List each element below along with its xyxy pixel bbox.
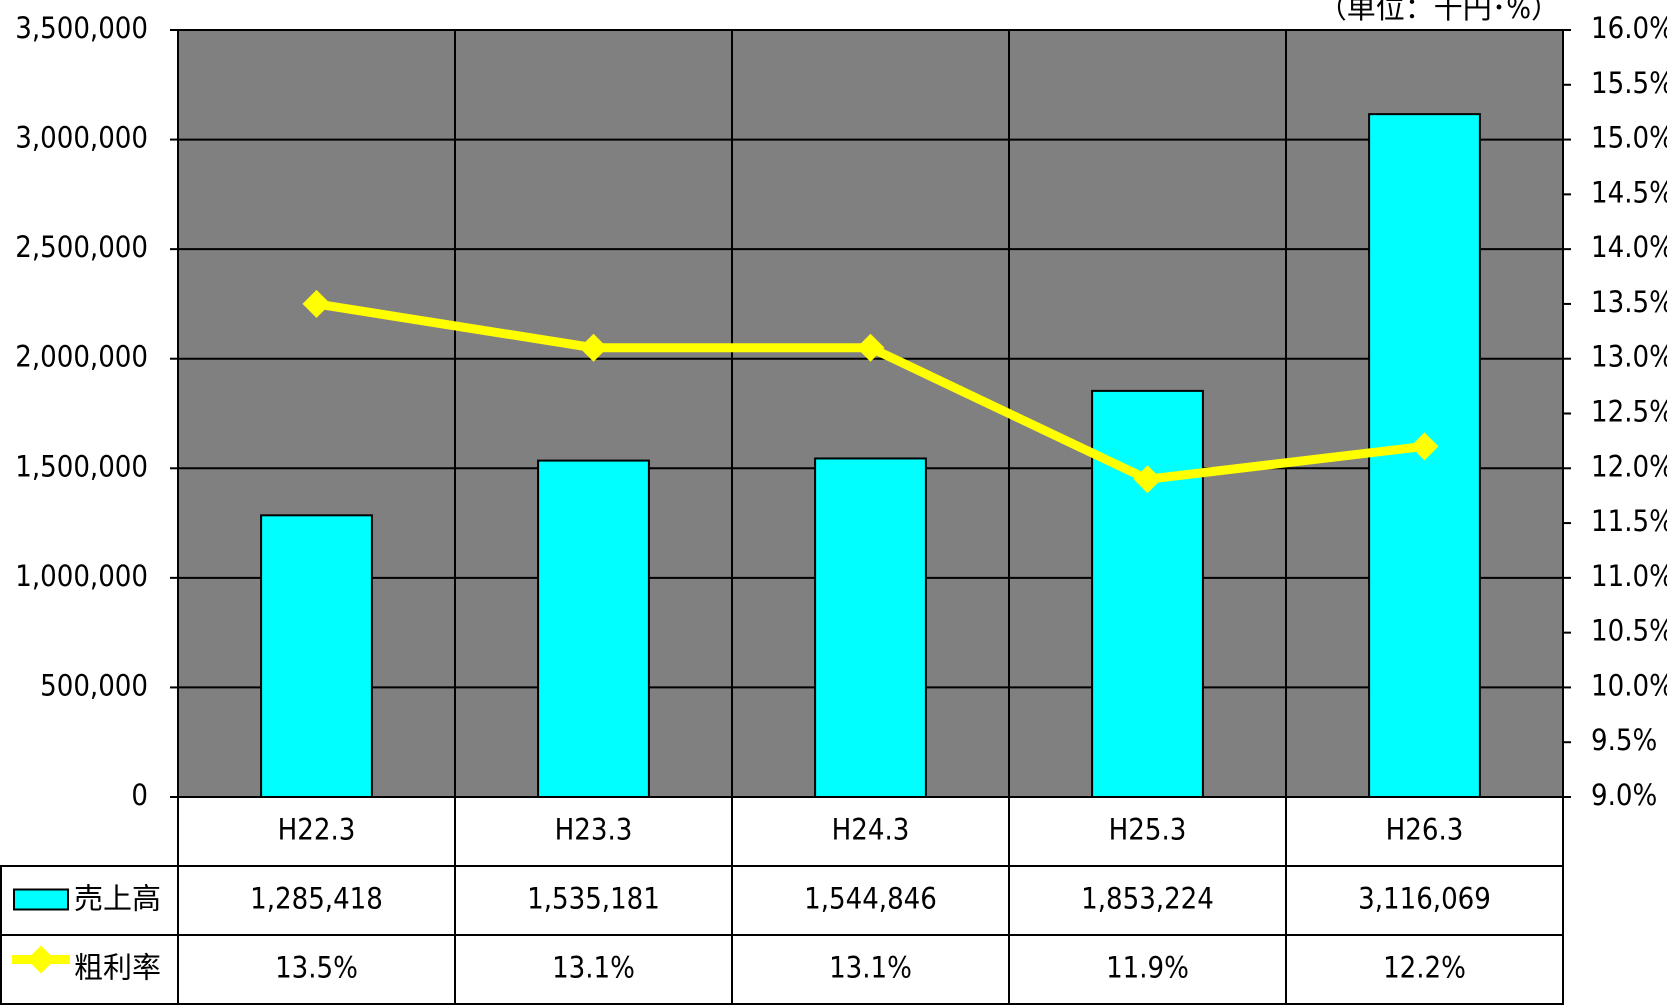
y-tick-label: 3,500,000 [15,11,148,45]
table-value: 13.5% [275,951,358,985]
y2-tick-label: 16.0% [1591,11,1667,45]
y2-tick-label: 15.5% [1591,66,1667,100]
x-tick-label: H24.3 [832,813,910,847]
y2-tick-label: 14.0% [1591,230,1667,264]
legend-label: 売上高 [74,882,161,916]
y-tick-label: 500,000 [40,668,148,702]
y2-tick-label: 13.5% [1591,285,1667,319]
legend-marker [27,945,55,974]
y2-tick-label: 11.0% [1591,559,1667,593]
x-tick-label: H26.3 [1386,813,1464,847]
table-value: 13.1% [829,951,912,985]
y2-tick-label: 13.0% [1591,340,1667,374]
bar [1091,389,1204,798]
table-value: 11.9% [1106,951,1189,985]
y2-tick-label: 15.0% [1591,121,1667,155]
y2-tick-label: 12.5% [1591,395,1667,429]
y2-tick-label: 10.0% [1591,668,1667,702]
x-tick-label: H22.3 [278,813,356,847]
y2-tick-label: 9.5% [1591,723,1657,757]
unit-annotation: （単位：千円･%） [1318,0,1560,25]
y-tick-label: 3,000,000 [15,121,148,155]
table-value: 3,116,069 [1358,882,1491,916]
x-tick-label: H23.3 [555,813,633,847]
legend-label: 粗利率 [74,951,161,985]
y-tick-label: 0 [131,778,148,812]
y-tick-label: 2,500,000 [15,230,148,264]
marker [579,333,608,362]
table-value: 1,535,181 [527,882,660,916]
y2-tick-label: 9.0% [1591,778,1657,812]
table-header-row [177,796,1564,867]
table-value: 1,853,224 [1081,882,1214,916]
table-value: 1,285,418 [250,882,383,916]
marker [302,289,331,318]
y-tick-label: 1,000,000 [15,559,148,593]
y-tick-label: 1,500,000 [15,449,148,483]
bar [260,514,373,798]
x-tick-label: H25.3 [1109,813,1187,847]
marker [1133,465,1162,494]
legend-swatch [13,888,69,911]
table-value: 13.1% [552,951,635,985]
table-value: 1,544,846 [804,882,937,916]
marker [1410,432,1439,461]
y2-tick-label: 10.5% [1591,614,1667,648]
y2-tick-label: 12.0% [1591,449,1667,483]
bar [537,459,650,798]
table-value: 12.2% [1383,951,1466,985]
y2-tick-label: 14.5% [1591,175,1667,209]
y-tick-label: 2,000,000 [15,340,148,374]
y2-tick-label: 11.5% [1591,504,1667,538]
marker [856,333,885,362]
bar [814,457,927,798]
